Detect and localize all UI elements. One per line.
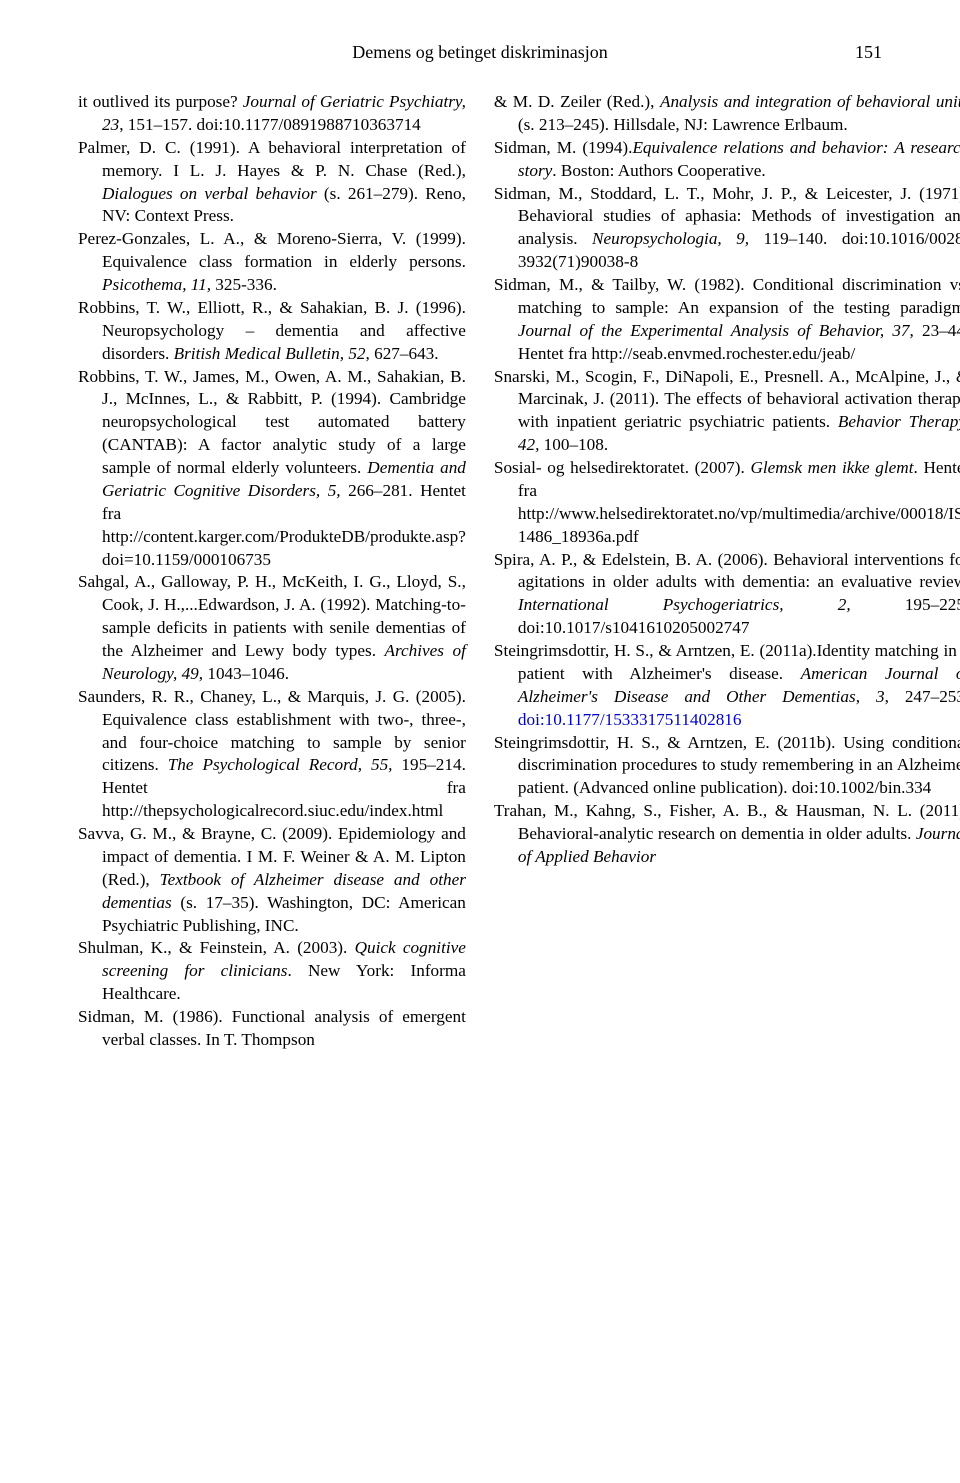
reference-text: , bbox=[856, 687, 876, 706]
reference-italic-text: International Psychogeriatrics, 2, bbox=[518, 595, 851, 614]
reference-entry: Perez-Gonzales, L. A., & Moreno-Sierra, … bbox=[78, 228, 466, 297]
reference-entry: Sidman, M., & Tailby, W. (1982). Conditi… bbox=[494, 274, 960, 366]
right-column: & M. D. Zeiler (Red.), Analysis and inte… bbox=[494, 91, 960, 1052]
reference-entry: Savva, G. M., & Brayne, C. (2009). Epide… bbox=[78, 823, 466, 937]
reference-entry: Steingrimsdottir, H. S., & Arntzen, E. (… bbox=[494, 732, 960, 801]
reference-text: , 1043–1046. bbox=[199, 664, 289, 683]
reference-italic-text: Analysis and integration of behavioral u… bbox=[660, 92, 960, 111]
reference-italic-text: 3 bbox=[876, 687, 885, 706]
reference-text: , 151–157. doi:10.1177/0891988710363714 bbox=[119, 115, 421, 134]
reference-text: Sosial- og helsedirektoratet. (2007). bbox=[494, 458, 751, 477]
page-number: 151 bbox=[855, 42, 882, 63]
reference-text: (s. 213–245). Hillsdale, NJ: Lawrence Er… bbox=[518, 115, 848, 134]
reference-entry: & M. D. Zeiler (Red.), Analysis and inte… bbox=[494, 91, 960, 137]
reference-entry: Sidman, M. (1986). Functional analysis o… bbox=[78, 1006, 466, 1052]
reference-text: 325-336. bbox=[211, 275, 277, 294]
reference-text: Perez-Gonzales, L. A., & Moreno-Sierra, … bbox=[78, 229, 466, 271]
reference-text: 100–108. bbox=[539, 435, 608, 454]
reference-entry: Sidman, M., Stoddard, L. T., Mohr, J. P.… bbox=[494, 183, 960, 275]
reference-entry: Snarski, M., Scogin, F., DiNapoli, E., P… bbox=[494, 366, 960, 458]
reference-italic-text: Glemsk men ikke glemt bbox=[750, 458, 913, 477]
reference-entry: Saunders, R. R., Chaney, L., & Marquis, … bbox=[78, 686, 466, 823]
reference-text: , 247–253. bbox=[885, 687, 960, 706]
reference-entry: Trahan, M., Kahng, S., Fisher, A. B., & … bbox=[494, 800, 960, 869]
reference-italic-text: Dialogues on verbal behavior bbox=[102, 184, 317, 203]
reference-italic-text: Journal of the Experimental Analysis of … bbox=[518, 321, 914, 340]
reference-text: Sidman, M. (1994). bbox=[494, 138, 633, 157]
reference-columns: it outlived its purpose? Journal of Geri… bbox=[78, 91, 882, 1052]
reference-text: Sidman, M., & Tailby, W. (1982). Conditi… bbox=[494, 275, 960, 317]
left-column: it outlived its purpose? Journal of Geri… bbox=[78, 91, 466, 1052]
reference-entry: it outlived its purpose? Journal of Geri… bbox=[78, 91, 466, 137]
reference-entry: Shulman, K., & Feinstein, A. (2003). Qui… bbox=[78, 937, 466, 1006]
reference-entry: Palmer, D. C. (1991). A behavioral inter… bbox=[78, 137, 466, 229]
reference-entry: Spira, A. P., & Edelstein, B. A. (2006).… bbox=[494, 549, 960, 641]
reference-italic-text: The Psychological Record, 55, bbox=[168, 755, 393, 774]
reference-text: it outlived its purpose? bbox=[78, 92, 243, 111]
reference-entry: Sosial- og helsedirektoratet. (2007). Gl… bbox=[494, 457, 960, 549]
reference-text: Palmer, D. C. (1991). A behavioral inter… bbox=[78, 138, 466, 180]
reference-entry: Steingrimsdottir, H. S., & Arntzen, E. (… bbox=[494, 640, 960, 732]
reference-text: & M. D. Zeiler (Red.), bbox=[494, 92, 660, 111]
reference-italic-text: Neuropsychologia, 9, bbox=[592, 229, 749, 248]
reference-italic-text: British Medical Bulletin, 52 bbox=[174, 344, 366, 363]
reference-entry: Robbins, T. W., James, M., Owen, A. M., … bbox=[78, 366, 466, 572]
reference-text: Spira, A. P., & Edelstein, B. A. (2006).… bbox=[494, 550, 960, 592]
reference-text: Steingrimsdottir, H. S., & Arntzen, E. (… bbox=[494, 733, 960, 798]
reference-text: Trahan, M., Kahng, S., Fisher, A. B., & … bbox=[494, 801, 960, 843]
reference-entry: Sidman, M. (1994).Equivalence relations … bbox=[494, 137, 960, 183]
reference-link[interactable]: doi:10.1177/1533317511402816 bbox=[518, 710, 742, 729]
header-title: Demens og betinget diskriminasjon bbox=[352, 42, 607, 63]
reference-text: Shulman, K., & Feinstein, A. (2003). bbox=[78, 938, 355, 957]
page-header: Demens og betinget diskriminasjon 151 bbox=[78, 42, 882, 63]
reference-text: . Boston: Authors Cooperative. bbox=[552, 161, 765, 180]
reference-entry: Robbins, T. W., Elliott, R., & Sahakian,… bbox=[78, 297, 466, 366]
reference-entry: Sahgal, A., Galloway, P. H., McKeith, I.… bbox=[78, 571, 466, 685]
reference-italic-text: Psicothema, 11, bbox=[102, 275, 211, 294]
reference-text: , 627–643. bbox=[366, 344, 439, 363]
reference-text: Sidman, M. (1986). Functional analysis o… bbox=[78, 1007, 466, 1049]
